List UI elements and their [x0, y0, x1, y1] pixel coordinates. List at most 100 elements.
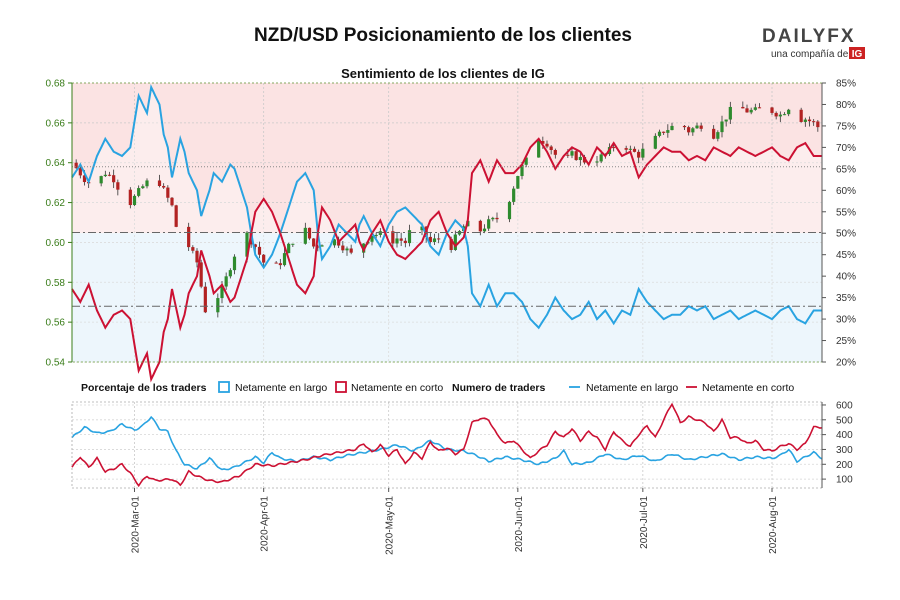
candle-up: [691, 128, 695, 133]
candle-down: [174, 205, 178, 227]
candle-up: [570, 151, 574, 156]
logo-brand-box: [849, 47, 865, 59]
candle-up: [132, 195, 137, 206]
candle-down: [495, 217, 499, 220]
candle-down: [78, 168, 82, 176]
candle-up: [224, 276, 228, 287]
percent-tick-label: 50%: [836, 229, 856, 240]
percent-tick-label: 35%: [836, 293, 856, 304]
price-tick-label: 0.62: [46, 198, 66, 209]
candle-up: [666, 130, 670, 133]
candle-down: [799, 109, 803, 122]
candle-down: [699, 125, 703, 129]
candle-down: [428, 236, 432, 242]
candle-up: [778, 114, 782, 117]
legend-pct-label: Porcentaje de los traders: [81, 382, 207, 394]
candle-down: [549, 146, 553, 150]
chart-title: NZD/USD Posicionamiento de los clientes: [254, 25, 632, 46]
candle-down: [774, 112, 778, 117]
percent-tick-label: 75%: [836, 121, 856, 132]
candle-down: [566, 154, 570, 156]
candle-down: [74, 162, 78, 169]
logo-text: DAILYFX: [762, 26, 856, 47]
legend-num-long: Netamente en largo: [586, 382, 678, 394]
logo-tagline: una compañía de: [771, 49, 849, 60]
candle-up: [599, 154, 603, 162]
candle-down: [253, 244, 257, 247]
candle-up: [99, 176, 103, 184]
candle-up: [220, 286, 224, 299]
price-tick-label: 0.64: [46, 158, 66, 169]
percent-tick-label: 55%: [836, 207, 856, 218]
candle-up: [787, 109, 791, 115]
main-plot-background: [72, 83, 822, 362]
candle-up: [670, 125, 674, 131]
candle-down: [632, 148, 637, 152]
candle-down: [112, 175, 116, 183]
count-tick-label: 500: [836, 415, 853, 426]
candle-down: [274, 262, 278, 264]
candle-down: [399, 238, 403, 241]
candle-down: [341, 245, 345, 251]
percent-tick-label: 60%: [836, 186, 856, 197]
legend-pct-long: Netamente en largo: [235, 382, 327, 394]
legend-pct-short: Netamente en corto: [351, 382, 443, 394]
candle-up: [145, 180, 149, 187]
candle-down: [478, 220, 482, 232]
candle-down: [553, 149, 557, 155]
candle-up: [287, 243, 291, 254]
candle-down: [612, 147, 616, 149]
candle-up: [407, 230, 412, 244]
candle-up: [345, 248, 349, 251]
candle-down: [437, 238, 441, 240]
percent-tick-label: 85%: [836, 79, 856, 90]
long-count-line: [71, 415, 823, 471]
candle-up: [641, 148, 645, 158]
candle-down: [624, 148, 628, 150]
date-tick-label: 2020-Jun-01: [514, 496, 525, 553]
legend-pct-short-swatch: [335, 381, 347, 393]
legend-num-label: Numero de traders: [452, 382, 546, 394]
candle-up: [378, 231, 382, 235]
candle-up: [782, 114, 787, 116]
candle-up: [395, 238, 399, 244]
candle-down: [541, 141, 545, 144]
candle-down: [195, 250, 199, 263]
candle-up: [749, 109, 753, 113]
candle-up: [724, 119, 728, 122]
percent-tick-label: 65%: [836, 164, 856, 175]
candle-up: [370, 236, 374, 242]
candle-down: [349, 248, 353, 253]
candle-down: [312, 238, 316, 247]
candle-up: [716, 132, 720, 139]
candle-down: [812, 121, 816, 123]
date-tick-label: 2020-Jul-01: [639, 496, 650, 549]
legend-pct-long-swatch: [218, 381, 230, 393]
candle-up: [282, 253, 287, 266]
price-tick-label: 0.68: [46, 79, 66, 90]
candle-up: [432, 238, 437, 242]
candle-down: [637, 151, 641, 158]
candle-down: [403, 240, 407, 244]
percent-tick-label: 40%: [836, 272, 856, 283]
candle-up: [507, 201, 512, 220]
candle-down: [157, 180, 162, 186]
price-axis: 0.54 0.56 0.58 0.60 0.62 0.64 0.66 0.68: [46, 79, 73, 369]
candle-down: [278, 263, 282, 266]
candle-up: [487, 219, 491, 229]
candle-down: [741, 106, 745, 109]
sentiment-fill: [72, 87, 822, 363]
percent-tick-label: 70%: [836, 143, 856, 154]
candle-down: [391, 231, 395, 244]
short-zone: [72, 83, 822, 234]
percent-tick-label: 30%: [836, 315, 856, 326]
percent-tick-label: 80%: [836, 100, 856, 111]
date-tick-label: 2020-Mar-01: [131, 496, 142, 554]
candle-down: [745, 108, 749, 113]
candle-up: [320, 245, 324, 247]
dominant-area: [72, 87, 822, 363]
candle-down: [574, 151, 578, 161]
sub-frame-border: [71, 401, 823, 489]
candle-down: [682, 125, 687, 128]
